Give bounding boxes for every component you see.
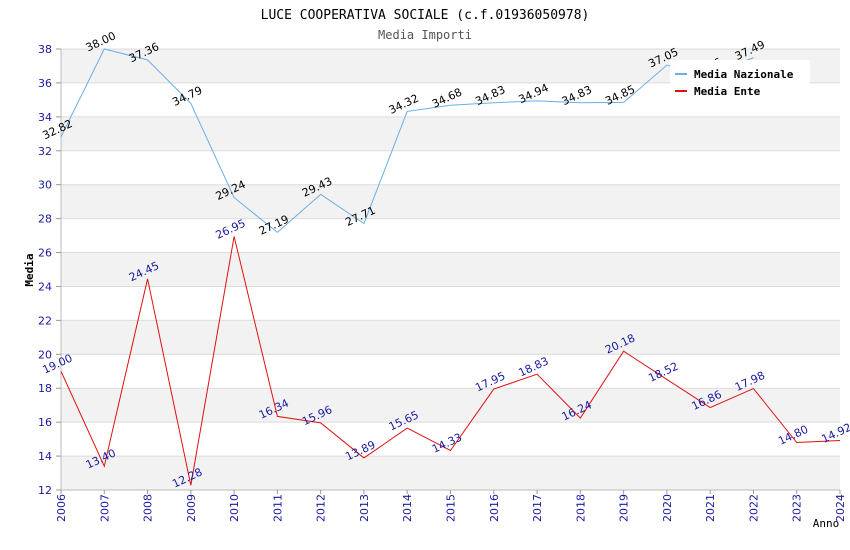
y-tick-label: 20 xyxy=(38,348,52,361)
x-tick-label: 2020 xyxy=(661,494,674,522)
background-band xyxy=(61,252,840,287)
data-label: 34.68 xyxy=(430,86,464,111)
legend: Media Nazionale Media Ente xyxy=(670,60,810,102)
x-tick-label: 2023 xyxy=(791,494,804,522)
x-tick-label: 2006 xyxy=(55,494,68,522)
data-label: 18.52 xyxy=(646,360,680,385)
legend-label-media-nazionale: Media Nazionale xyxy=(694,68,794,81)
background-band xyxy=(61,388,840,423)
x-tick-label: 2021 xyxy=(704,494,717,522)
x-tick-label: 2017 xyxy=(531,494,544,522)
x-tick-label: 2015 xyxy=(445,494,458,522)
x-axis-label: Anno xyxy=(813,517,840,530)
data-label: 14.80 xyxy=(776,423,810,448)
y-tick-label: 12 xyxy=(38,484,52,497)
data-label: 34.85 xyxy=(603,83,637,108)
series-line-media-nazionale xyxy=(60,48,754,234)
data-label: 34.83 xyxy=(473,83,507,108)
x-tick-label: 2014 xyxy=(401,494,414,522)
y-tick-label: 14 xyxy=(38,450,52,463)
background-band xyxy=(61,320,840,355)
x-tick-label: 2013 xyxy=(358,494,371,522)
x-tick-label: 2010 xyxy=(228,494,241,522)
y-tick-label: 16 xyxy=(38,416,52,429)
data-label: 34.32 xyxy=(387,92,421,117)
x-tick-label: 2008 xyxy=(142,494,155,522)
x-axis-ticks: 2006 2007 2008 2009 2010 2011 2012 2013 2014 2015… xyxy=(55,490,847,522)
series-lines xyxy=(60,48,841,486)
x-tick-label: 2009 xyxy=(185,494,198,522)
x-tick-label: 2012 xyxy=(315,494,328,522)
legend-box xyxy=(670,60,810,102)
x-tick-label: 2011 xyxy=(271,494,284,522)
y-tick-label: 26 xyxy=(38,247,52,260)
legend-label-media-ente: Media Ente xyxy=(694,85,761,98)
data-label: 34.94 xyxy=(517,81,551,106)
chart-title: LUCE COOPERATIVA SOCIALE (c.f.0193605097… xyxy=(261,8,590,23)
x-tick-label: 2007 xyxy=(98,494,111,522)
data-label: 26.95 xyxy=(214,217,248,242)
x-tick-label: 2019 xyxy=(618,494,631,522)
data-label: 34.83 xyxy=(560,83,594,108)
chart-subtitle: Media Importi xyxy=(378,28,472,42)
data-label: 14.92 xyxy=(819,421,850,446)
y-tick-label: 22 xyxy=(38,314,52,327)
y-axis-label: Media xyxy=(23,253,36,286)
background-band xyxy=(61,184,840,219)
data-label: 14.33 xyxy=(430,431,464,456)
x-tick-label: 2018 xyxy=(574,494,587,522)
x-tick-label: 2024 xyxy=(834,494,847,522)
y-tick-label: 36 xyxy=(38,77,52,90)
y-axis-ticks: 12 14 16 18 20 22 24 26 28 30 32 34 36 38 xyxy=(38,43,61,497)
y-tick-label: 32 xyxy=(38,145,52,158)
series-line-media-ente xyxy=(60,236,841,486)
background-band xyxy=(61,116,840,151)
y-tick-label: 18 xyxy=(38,382,52,395)
x-tick-label: 2016 xyxy=(488,494,501,522)
y-tick-label: 24 xyxy=(38,280,52,293)
background-bands xyxy=(61,49,840,490)
x-tick-label: 2022 xyxy=(747,494,760,522)
y-tick-label: 34 xyxy=(38,111,52,124)
y-tick-label: 28 xyxy=(38,213,52,226)
y-tick-label: 30 xyxy=(38,179,52,192)
y-tick-label: 38 xyxy=(38,43,52,56)
